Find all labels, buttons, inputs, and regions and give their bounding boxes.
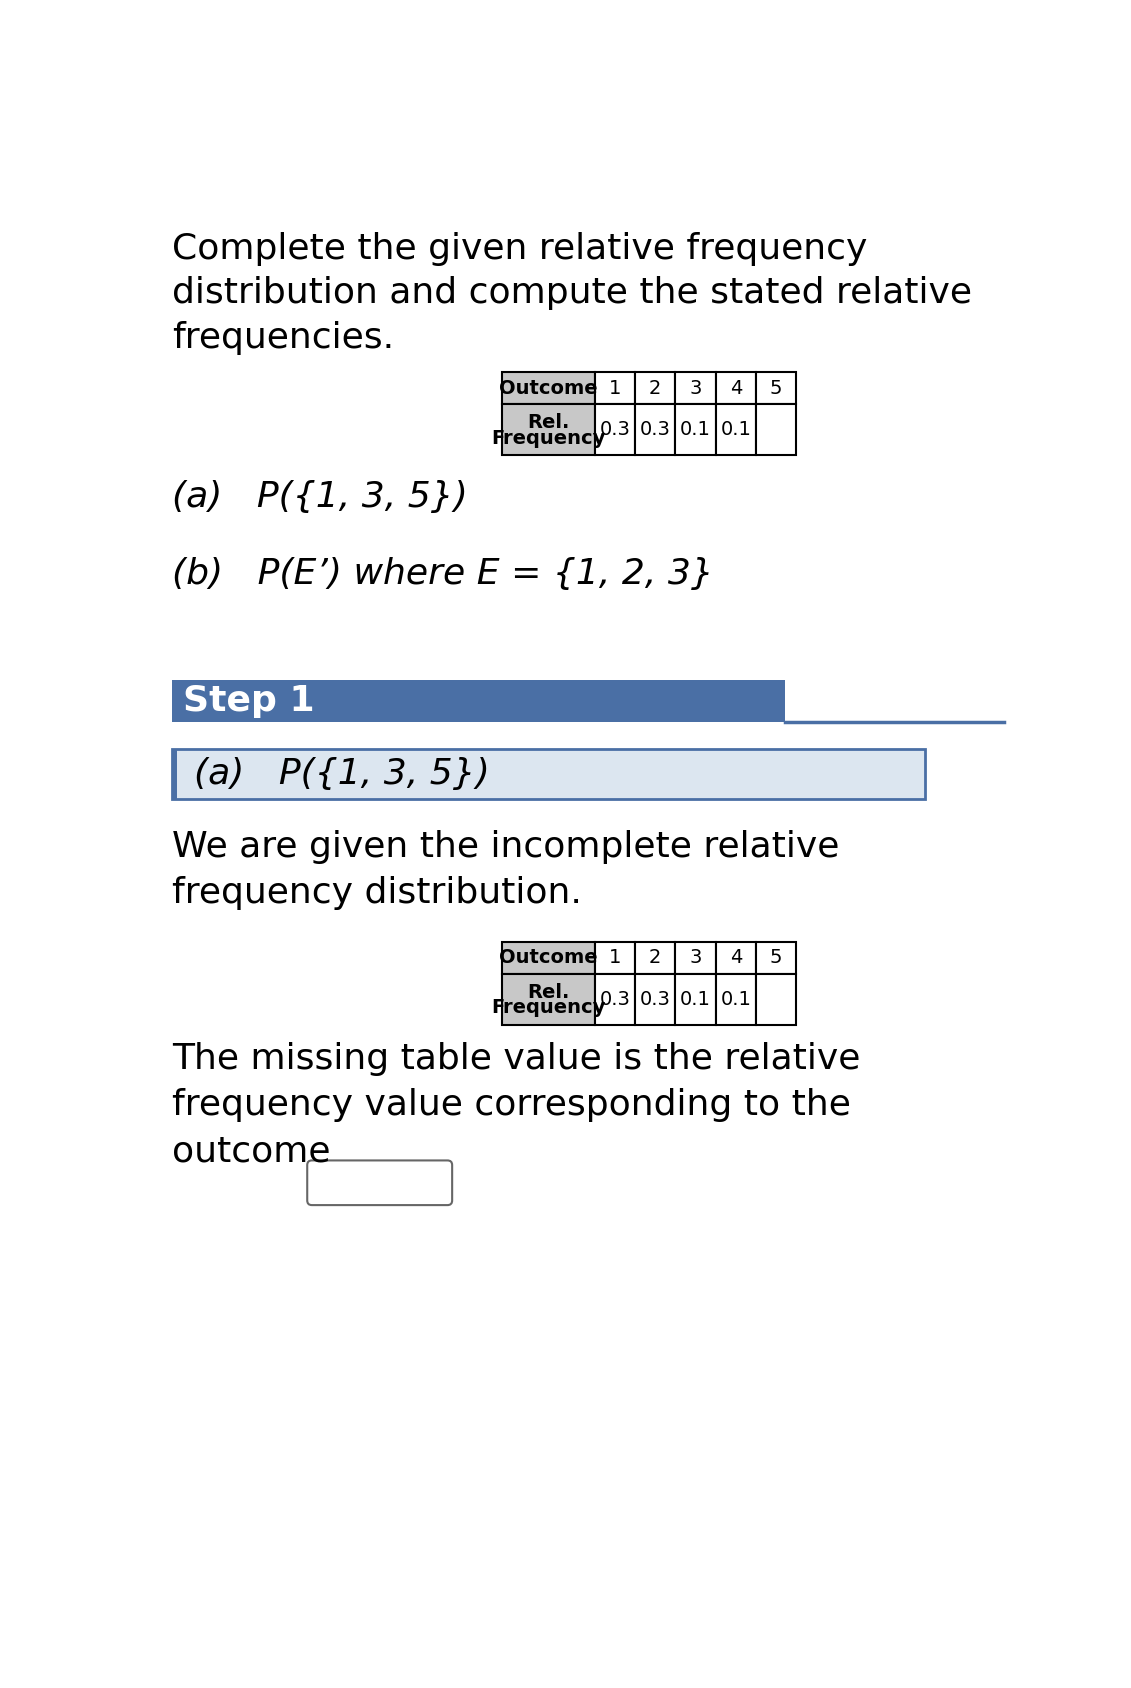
Text: Complete the given relative frequency: Complete the given relative frequency (172, 231, 867, 265)
Text: (b)   P(E’) where E = {1, 2, 3}: (b) P(E’) where E = {1, 2, 3} (172, 557, 715, 591)
FancyBboxPatch shape (308, 1160, 452, 1205)
Bar (172, 749, 925, 800)
Text: The missing table value is the relative: The missing table value is the relative (172, 1041, 861, 1075)
Text: Step 1: Step 1 (183, 684, 314, 717)
Text: 1: 1 (608, 949, 621, 967)
Text: 0.3: 0.3 (640, 989, 671, 1009)
Text: Frequency: Frequency (491, 999, 605, 1018)
Bar (756, 371, 796, 405)
Text: 0.1: 0.1 (680, 420, 711, 439)
Text: Rel.: Rel. (527, 414, 569, 432)
Bar (595, 405, 634, 456)
Text: 0.1: 0.1 (720, 989, 751, 1009)
Bar (502, 974, 595, 1025)
Text: frequency value corresponding to the: frequency value corresponding to the (172, 1089, 852, 1123)
Text: frequency distribution.: frequency distribution. (172, 876, 582, 910)
Text: Outcome: Outcome (499, 949, 597, 967)
Text: (a)   P({1, 3, 5}): (a) P({1, 3, 5}) (172, 479, 468, 513)
Text: We are given the incomplete relative: We are given the incomplete relative (172, 830, 839, 864)
Text: Frequency: Frequency (491, 429, 605, 447)
Text: 0.3: 0.3 (599, 989, 630, 1009)
Bar (756, 405, 796, 456)
Bar (716, 974, 756, 1025)
Text: Rel.: Rel. (527, 982, 569, 1003)
Bar (595, 371, 634, 405)
Text: outcome: outcome (172, 1134, 331, 1168)
Text: 5: 5 (770, 378, 783, 398)
Text: distribution and compute the stated relative: distribution and compute the stated rela… (172, 277, 973, 311)
Text: 4: 4 (729, 949, 742, 967)
Bar (634, 942, 675, 974)
Bar (634, 974, 675, 1025)
Bar (502, 371, 595, 405)
Text: 2: 2 (649, 949, 662, 967)
Bar (675, 405, 716, 456)
Bar (675, 371, 716, 405)
Text: 3: 3 (689, 378, 701, 398)
Bar (675, 942, 716, 974)
Text: 0.3: 0.3 (640, 420, 671, 439)
Text: 3: 3 (689, 949, 701, 967)
Text: 0.1: 0.1 (680, 989, 711, 1009)
Bar (716, 405, 756, 456)
Bar (634, 405, 675, 456)
Bar (595, 974, 634, 1025)
Bar (675, 974, 716, 1025)
Bar (502, 405, 595, 456)
Text: 4: 4 (729, 378, 742, 398)
Text: 1: 1 (608, 378, 621, 398)
Bar (716, 371, 756, 405)
Bar (634, 371, 675, 405)
Bar (756, 942, 796, 974)
Text: Outcome: Outcome (499, 378, 597, 398)
Text: 2: 2 (649, 378, 662, 398)
Text: 0.3: 0.3 (599, 420, 630, 439)
Bar (595, 942, 634, 974)
Text: 0.1: 0.1 (720, 420, 751, 439)
Bar (172, 680, 785, 722)
Bar (172, 749, 178, 800)
Bar (502, 942, 595, 974)
Text: (a)   P({1, 3, 5}): (a) P({1, 3, 5}) (195, 758, 490, 792)
Bar (756, 974, 796, 1025)
Text: frequencies.: frequencies. (172, 321, 395, 354)
Text: 5: 5 (770, 949, 783, 967)
Bar (716, 942, 756, 974)
